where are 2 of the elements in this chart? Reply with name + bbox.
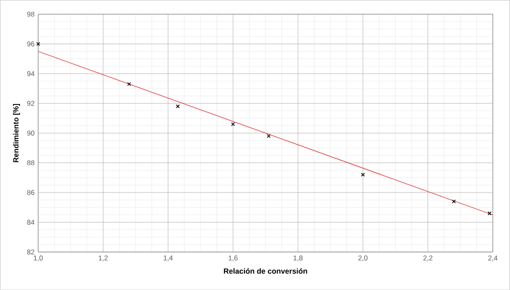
point: [127, 82, 132, 86]
point: [176, 104, 180, 108]
